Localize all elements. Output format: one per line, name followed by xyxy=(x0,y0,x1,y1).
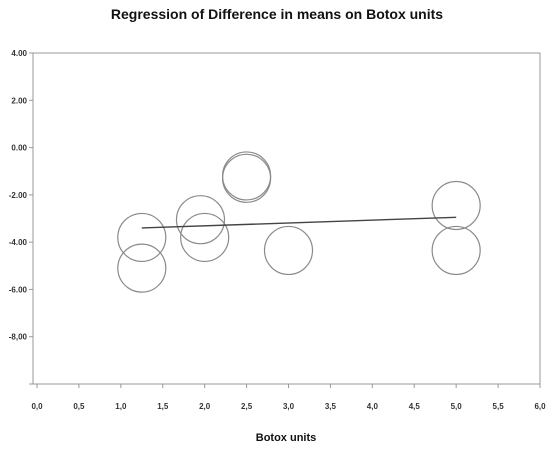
y-tick-label: 2.00 xyxy=(11,96,27,105)
x-tick-label: 5,0 xyxy=(451,402,463,411)
data-points xyxy=(117,151,481,293)
x-tick-label: 0,0 xyxy=(31,402,43,411)
y-tick-label: -2.00 xyxy=(9,191,28,200)
x-tick-label: 5,5 xyxy=(493,402,505,411)
x-tick-label: 3,0 xyxy=(283,402,295,411)
data-point xyxy=(221,151,272,201)
y-tick-label: 4.00 xyxy=(11,49,27,58)
x-axis-label: Botox units xyxy=(256,432,317,444)
data-point xyxy=(117,243,167,293)
chart-title: Regression of Difference in means on Bot… xyxy=(111,6,443,22)
data-point xyxy=(180,212,230,263)
x-axis-ticks: 0,0 0,5 1,0 1,5 2,0 2,5 3,0 3,5 4,0 4,5 5,0 5,5 6,0 xyxy=(31,384,546,411)
x-tick-label: 4,5 xyxy=(409,402,421,411)
data-point xyxy=(263,225,314,276)
data-point xyxy=(221,153,272,203)
x-tick-label: 2,0 xyxy=(199,402,211,411)
data-point xyxy=(175,195,226,245)
y-tick-label: -6.00 xyxy=(9,285,28,294)
y-tick-label: -8,00 xyxy=(9,333,28,342)
y-tick-label: 0.00 xyxy=(11,144,27,153)
x-tick-label: 6,0 xyxy=(534,402,546,411)
y-axis-ticks: 4.00 2.00 0.00 -2.00 -4.00 -6.00 -8,00 xyxy=(9,49,33,385)
plot-area xyxy=(32,52,541,385)
x-tick-label: 1,0 xyxy=(115,402,127,411)
x-tick-label: 2,5 xyxy=(241,402,253,411)
x-tick-label: 0,5 xyxy=(73,402,85,411)
data-point xyxy=(431,180,481,231)
data-point xyxy=(117,212,167,263)
x-tick-label: 3,5 xyxy=(325,402,337,411)
x-tick-label: 4,0 xyxy=(367,402,379,411)
regression-line xyxy=(141,216,457,229)
y-tick-label: -4.00 xyxy=(9,238,28,247)
x-tick-label: 1,5 xyxy=(157,402,169,411)
data-point xyxy=(431,225,481,276)
